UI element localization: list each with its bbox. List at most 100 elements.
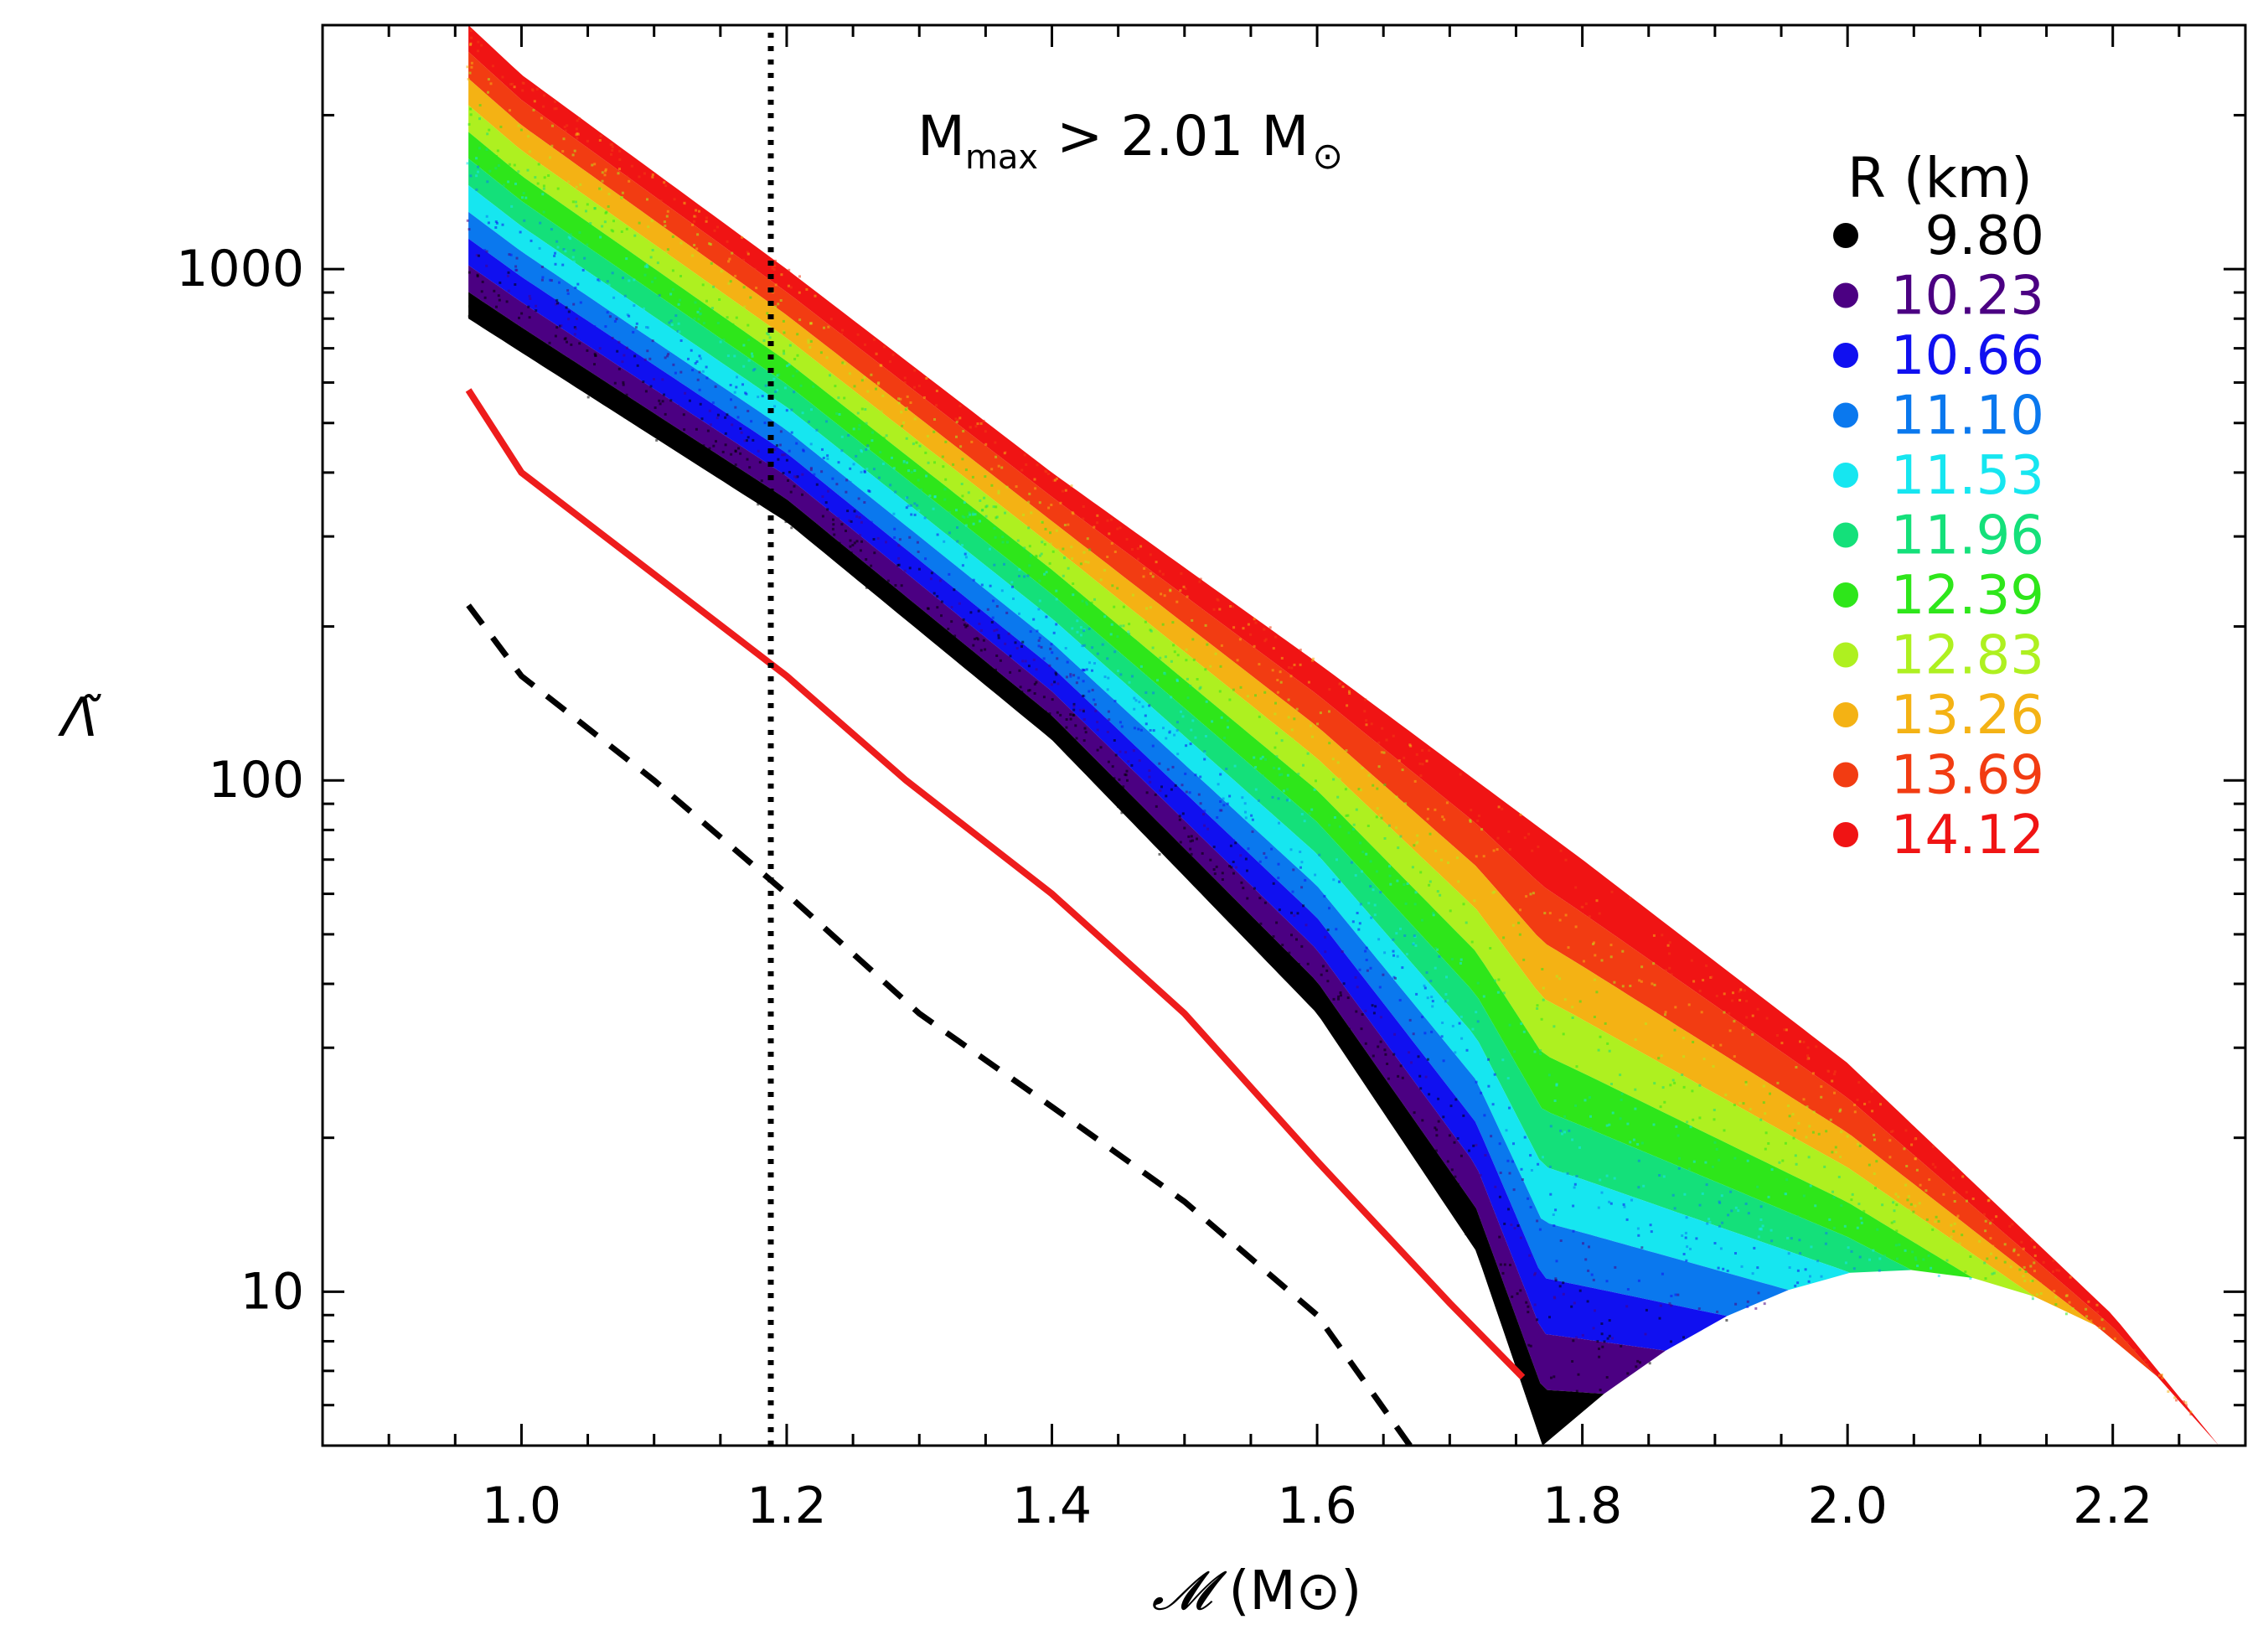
scatter-point bbox=[1120, 811, 1124, 815]
scatter-point bbox=[1536, 1318, 1539, 1322]
scatter-point bbox=[593, 352, 597, 355]
scatter-point bbox=[705, 365, 708, 369]
scatter-point bbox=[1072, 702, 1076, 706]
scatter-point bbox=[1955, 1216, 1959, 1219]
scatter-point bbox=[788, 344, 792, 347]
scatter-point bbox=[1744, 1026, 1748, 1029]
scatter-point bbox=[1105, 786, 1108, 789]
x-tick-label: 2.0 bbox=[1807, 1477, 1887, 1535]
scatter-point bbox=[1507, 830, 1511, 833]
scatter-point bbox=[959, 445, 963, 448]
scatter-point bbox=[1263, 628, 1266, 631]
scatter-point bbox=[956, 526, 958, 529]
scatter-point bbox=[913, 385, 916, 389]
scatter-point bbox=[1137, 727, 1140, 731]
scatter-point bbox=[1592, 943, 1594, 945]
scatter-point bbox=[1437, 1120, 1440, 1123]
scatter-point bbox=[1744, 1080, 1748, 1084]
scatter-point bbox=[1209, 858, 1212, 861]
scatter-point bbox=[608, 315, 612, 318]
scatter-point bbox=[1264, 638, 1268, 641]
scatter-point bbox=[748, 490, 752, 494]
scatter-point bbox=[2031, 1294, 2034, 1297]
scatter-point bbox=[1034, 487, 1037, 490]
scatter-point bbox=[1795, 1066, 1798, 1068]
scatter-point bbox=[1698, 989, 1702, 992]
scatter-point bbox=[1905, 1165, 1909, 1167]
scatter-point bbox=[1189, 847, 1192, 851]
scatter-point bbox=[1181, 812, 1185, 815]
scatter-point bbox=[1414, 891, 1418, 894]
scatter-point bbox=[735, 316, 738, 319]
scatter-point bbox=[1005, 611, 1009, 614]
scatter-point bbox=[1103, 568, 1106, 572]
scatter-point bbox=[619, 402, 623, 406]
scatter-point bbox=[611, 336, 614, 339]
scatter-point bbox=[1575, 1389, 1578, 1393]
scatter-point bbox=[1825, 1232, 1828, 1235]
scatter-point bbox=[698, 388, 701, 391]
scatter-point bbox=[1383, 783, 1387, 786]
scatter-point bbox=[1749, 1108, 1752, 1110]
scatter-point bbox=[1033, 682, 1036, 686]
scatter-point bbox=[960, 483, 964, 485]
scatter-point bbox=[579, 183, 582, 186]
scatter-point bbox=[643, 265, 647, 268]
scatter-point bbox=[1195, 877, 1198, 880]
scatter-point bbox=[1508, 1106, 1511, 1110]
scatter-point bbox=[1640, 980, 1643, 983]
scatter-point bbox=[1232, 626, 1236, 629]
scatter-point bbox=[1161, 623, 1165, 626]
scatter-point bbox=[1247, 847, 1250, 851]
scatter-point bbox=[1598, 1348, 1600, 1350]
scatter-point bbox=[1181, 715, 1185, 718]
scatter-point bbox=[1130, 763, 1134, 767]
scatter-point bbox=[485, 250, 488, 253]
scatter-point bbox=[555, 303, 558, 306]
scatter-point bbox=[902, 421, 905, 424]
scatter-point bbox=[1730, 1209, 1733, 1213]
scatter-point bbox=[1149, 780, 1152, 784]
scatter-point bbox=[2038, 1282, 2042, 1286]
scatter-point bbox=[980, 583, 984, 587]
scatter-point bbox=[847, 434, 850, 437]
scatter-point bbox=[1075, 737, 1078, 740]
scatter-point bbox=[1581, 1333, 1584, 1337]
scatter-point bbox=[700, 357, 702, 360]
scatter-point bbox=[792, 375, 795, 378]
scatter-point bbox=[1296, 912, 1299, 915]
scatter-point bbox=[1003, 452, 1006, 455]
scatter-point bbox=[990, 621, 994, 623]
scatter-point bbox=[2143, 1358, 2147, 1362]
scatter-point bbox=[848, 519, 851, 522]
scatter-point bbox=[1096, 728, 1099, 732]
scatter-point bbox=[989, 668, 992, 671]
scatter-point bbox=[1534, 1271, 1537, 1275]
scatter-point bbox=[604, 169, 607, 173]
scatter-point bbox=[712, 285, 716, 288]
scatter-point bbox=[1562, 1292, 1565, 1296]
scatter-point bbox=[751, 352, 753, 355]
scatter-point bbox=[1057, 682, 1060, 686]
scatter-point bbox=[814, 294, 817, 298]
scatter-point bbox=[571, 256, 575, 259]
scatter-point bbox=[1358, 968, 1361, 971]
scatter-point bbox=[563, 338, 566, 341]
scatter-point bbox=[1685, 1216, 1688, 1219]
scatter-point bbox=[1351, 828, 1355, 831]
scatter-point bbox=[881, 463, 885, 465]
scatter-point bbox=[971, 513, 974, 516]
scatter-point bbox=[1300, 886, 1304, 889]
scatter-point bbox=[871, 439, 874, 442]
scatter-point bbox=[1399, 835, 1403, 838]
scatter-point bbox=[1288, 951, 1291, 955]
scatter-point bbox=[1521, 1178, 1524, 1181]
scatter-point bbox=[1759, 1228, 1761, 1231]
scatter-point bbox=[813, 473, 816, 476]
scatter-point bbox=[593, 325, 597, 329]
scatter-point bbox=[1832, 1226, 1836, 1229]
scatter-point bbox=[1162, 727, 1165, 730]
scatter-point bbox=[1010, 581, 1014, 584]
scatter-point bbox=[513, 85, 516, 89]
scatter-point bbox=[604, 325, 607, 329]
